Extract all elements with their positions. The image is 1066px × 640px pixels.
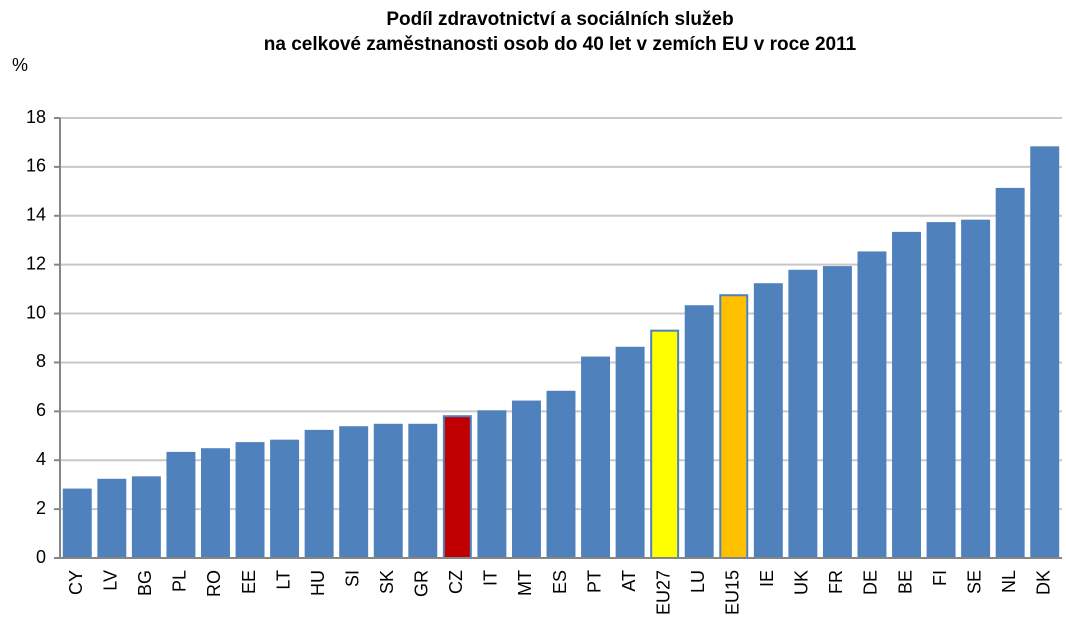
bar	[131, 476, 161, 560]
x-tick-label: GR	[412, 570, 432, 597]
bar	[62, 488, 92, 559]
chart-title: na celkové zaměstnanosti osob do 40 let …	[264, 34, 857, 55]
bar	[235, 442, 265, 559]
x-tick-label: LV	[101, 570, 121, 591]
bar	[166, 451, 196, 559]
x-tick-label: BE	[895, 570, 915, 594]
x-tick-label: PL	[170, 570, 190, 592]
x-tick-label: FI	[930, 570, 950, 586]
x-tick-label: PT	[584, 570, 604, 593]
x-tick-label: MT	[515, 570, 535, 596]
x-tick-label: EU27	[653, 570, 673, 615]
y-tick-label: 4	[36, 449, 46, 469]
bar	[788, 269, 818, 559]
y-tick-label: 16	[26, 156, 46, 176]
x-tick-label: DE	[861, 570, 881, 595]
x-tick-label: FR	[826, 570, 846, 594]
bar	[97, 478, 127, 559]
x-tick-label: DK	[1033, 570, 1053, 595]
x-tick-label: CY	[66, 570, 86, 595]
x-tick-label: SI	[342, 570, 362, 587]
x-tick-label: EU15	[723, 570, 743, 615]
y-axis-label: %	[12, 55, 28, 75]
bar	[892, 231, 921, 559]
bar	[477, 410, 507, 560]
bar	[442, 415, 472, 559]
x-tick-label: AT	[619, 570, 639, 592]
y-tick-label: 12	[26, 253, 46, 273]
bar	[719, 294, 749, 559]
x-tick-label: UK	[792, 570, 812, 595]
bar	[1030, 146, 1060, 559]
x-tick-label: IE	[757, 570, 777, 587]
x-tick-label: ES	[550, 570, 570, 594]
bar	[304, 429, 334, 559]
y-tick-label: 0	[36, 547, 46, 567]
x-tick-label: BG	[135, 570, 155, 596]
chart-title: Podíl zdravotnictví a sociálních služeb	[386, 9, 733, 30]
bar	[684, 305, 714, 559]
bar	[857, 251, 887, 559]
bar	[753, 283, 783, 559]
y-tick-label: 18	[26, 107, 46, 127]
y-tick-label: 8	[36, 351, 46, 371]
x-tick-label: EE	[239, 570, 259, 594]
bar	[926, 222, 956, 559]
x-tick-label: LT	[273, 570, 293, 590]
bar	[822, 266, 852, 559]
bar	[961, 219, 991, 560]
bar	[408, 423, 438, 559]
bar	[581, 356, 611, 559]
x-tick-label: NL	[999, 570, 1019, 593]
y-tick-label: 10	[26, 302, 46, 322]
x-tick-label: RO	[204, 570, 224, 597]
x-tick-label: LU	[688, 570, 708, 593]
bar	[546, 390, 576, 559]
x-tick-label: IT	[481, 570, 501, 586]
bar	[270, 439, 300, 559]
x-tick-label: SK	[377, 570, 397, 594]
x-tick-label: HU	[308, 570, 328, 596]
bar	[201, 448, 230, 560]
y-tick-label: 14	[26, 205, 46, 225]
bar	[650, 329, 680, 559]
bar	[373, 423, 403, 559]
bar	[615, 346, 645, 559]
bar	[339, 426, 369, 559]
bar	[511, 400, 541, 559]
x-tick-label: CZ	[446, 570, 466, 594]
y-tick-label: 6	[36, 400, 46, 420]
y-tick-label: 2	[36, 498, 46, 518]
bar	[995, 187, 1025, 559]
x-tick-label: SE	[964, 570, 984, 594]
